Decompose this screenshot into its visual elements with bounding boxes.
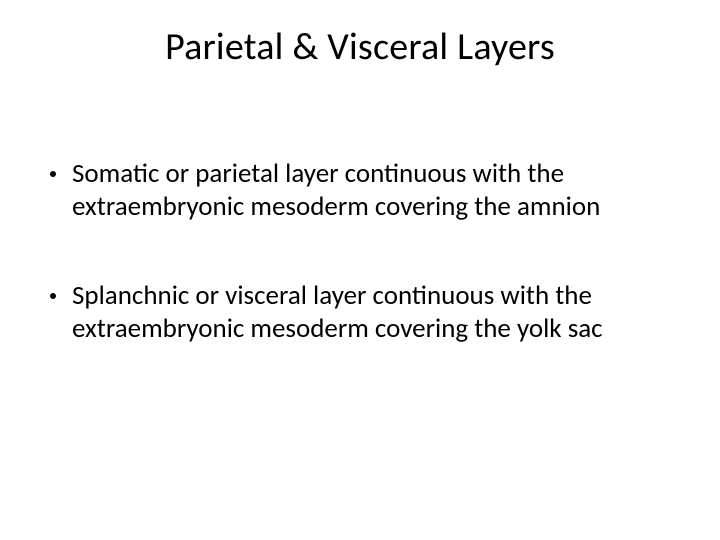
slide-body: Somatic or parietal layer continuous wit… <box>48 158 672 402</box>
bullet-icon <box>50 293 56 299</box>
list-item: Somatic or parietal layer continuous wit… <box>48 158 672 224</box>
bullet-text: Somatic or parietal layer continuous wit… <box>72 158 672 224</box>
bullet-text: Splanchnic or visceral layer continuous … <box>72 280 672 346</box>
slide-title: Parietal & Visceral Layers <box>0 24 720 70</box>
list-item: Splanchnic or visceral layer continuous … <box>48 280 672 346</box>
slide: Parietal & Visceral Layers Somatic or pa… <box>0 0 720 540</box>
bullet-icon <box>50 171 56 177</box>
